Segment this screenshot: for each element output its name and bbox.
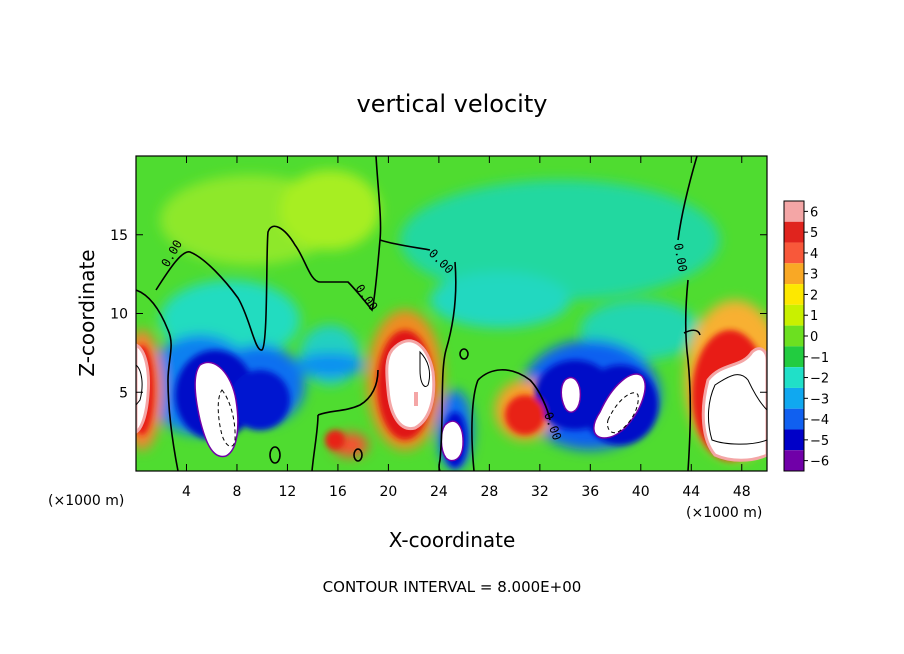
x-unit-left: (×1000 m) (48, 493, 124, 509)
colorbar-tick-label: 3 (810, 268, 818, 283)
colorbar-tick-label: −1 (810, 351, 829, 366)
colorbar-swatch (784, 201, 804, 222)
x-tick-label: 20 (379, 484, 397, 500)
colorbar-swatch (784, 304, 804, 326)
colorbar-swatch (784, 263, 804, 285)
x-tick-label: 28 (480, 484, 498, 500)
colorbar-swatch (784, 284, 804, 305)
negative-contours (217, 389, 639, 447)
colorbar-tick-label: 2 (810, 288, 818, 303)
colorbar-tick-label: −6 (810, 455, 829, 470)
x-tick-label: 12 (279, 484, 297, 500)
colorbar-swatch (784, 221, 804, 243)
colorbar-swatch (784, 242, 804, 264)
colorbar: 6 5 4 3 2 1 0 −1 −2 −3 −4 −5 −6 (783, 200, 829, 472)
x-tick-label: 24 (430, 484, 448, 500)
colorbar-tick-label: 0 (810, 330, 818, 345)
colorbar-tick-label: 5 (810, 226, 818, 241)
colorbar-tick-label: 6 (810, 205, 818, 220)
colorbar-swatch (784, 346, 804, 368)
colorbar-swatch (784, 408, 804, 430)
colorbar-swatch (784, 387, 804, 409)
colorbar-swatch (784, 450, 804, 471)
colorbar-tick-label: −4 (810, 413, 829, 428)
x-axis: 4 8 12 16 20 24 28 32 36 40 44 48 (182, 156, 751, 500)
x-tick-label: 32 (531, 484, 549, 500)
contour-label: 0.00 (671, 242, 690, 273)
x-tick-label: 40 (632, 484, 650, 500)
colorbar-tick-label: −3 (810, 392, 829, 407)
x-tick-label: 16 (329, 484, 347, 500)
plot-area: 0.00 0.00 0.00 0.00 0.00 (136, 156, 767, 471)
colorbar-tick-label: 1 (810, 309, 818, 324)
x-tick-label: 8 (232, 484, 241, 500)
positive-contours (136, 350, 767, 445)
y-tick-label: 15 (110, 228, 128, 244)
colorbar-tick-label: −5 (810, 434, 829, 449)
y-tick-label: 10 (110, 307, 128, 323)
colorbar-swatch (784, 429, 804, 451)
x-tick-label: 4 (182, 484, 191, 500)
x-tick-label: 44 (682, 484, 700, 500)
colorbar-swatch (784, 325, 804, 347)
x-tick-label: 36 (581, 484, 599, 500)
x-axis-title: X-coordinate (389, 528, 516, 552)
colorbar-tick-label: 4 (810, 247, 818, 262)
y-axis: 5 10 15 (110, 228, 767, 401)
x-unit-right: (×1000 m) (686, 505, 762, 521)
colorbar-tick-label: −2 (810, 372, 829, 387)
contour-interval-note: CONTOUR INTERVAL = 8.000E+00 (323, 578, 582, 596)
y-tick-label: 5 (119, 385, 128, 401)
x-tick-label: 48 (733, 484, 751, 500)
y-axis-title: Z-coordinate (75, 249, 99, 376)
chart-title: vertical velocity (357, 90, 548, 118)
colorbar-swatch (784, 367, 804, 388)
extreme-cores (136, 339, 767, 462)
